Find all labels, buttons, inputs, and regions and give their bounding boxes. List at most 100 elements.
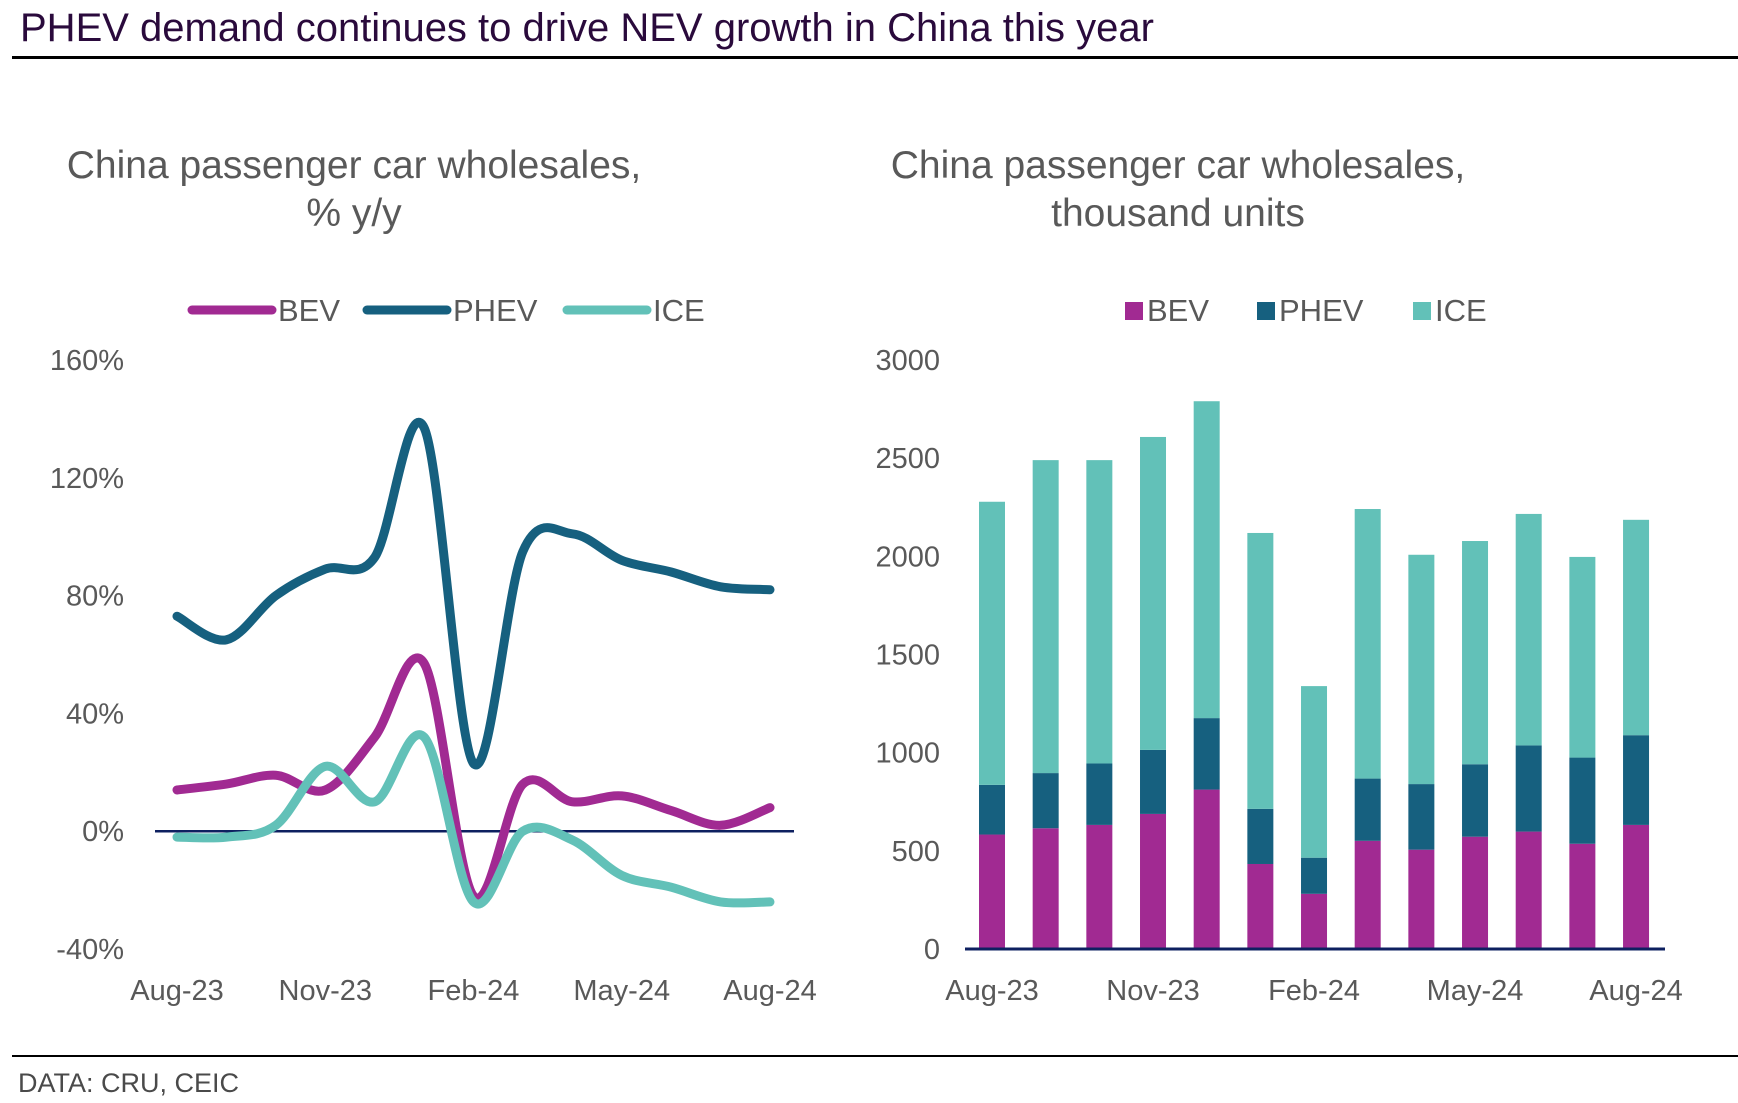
bar-segment-ice [1086, 460, 1113, 764]
bar-segment-phev [1247, 808, 1274, 864]
bar-stack [1301, 686, 1328, 949]
bar-stack [1462, 541, 1489, 949]
y-tick-label: 1500 [875, 640, 940, 672]
bar-segment-bev [1247, 863, 1274, 949]
bar-segment-phev [1140, 749, 1167, 814]
legend-label: PHEV [1279, 293, 1364, 328]
bar-stack [1569, 556, 1596, 949]
bar-segment-ice [1569, 556, 1596, 758]
line-chart-series [172, 418, 775, 909]
bar-chart-legend: BEV PHEV ICE [1125, 293, 1487, 328]
bar-segment-ice [1247, 532, 1274, 809]
bar-stack [1086, 460, 1113, 949]
y-tick-label: 2000 [875, 541, 940, 573]
x-tick-label: May-24 [573, 975, 670, 1007]
bar-chart-units: China passenger car wholesales, thousand… [875, 144, 1682, 1007]
line-chart-yoy: China passenger car wholesales, % y/y BE… [50, 144, 817, 1007]
bar-segment-bev [1354, 840, 1381, 949]
bar-stack [979, 501, 1005, 949]
bar-segment-phev [1623, 735, 1650, 825]
line-chart-y-axis: 160% 120% 80% 40% 0% -40% [50, 345, 124, 966]
bar-segment-phev [1354, 778, 1381, 841]
y-tick-label: 40% [66, 698, 124, 730]
x-tick-label: Nov-23 [279, 975, 373, 1007]
line-chart-legend: BEV PHEV ICE [187, 293, 705, 328]
bar-segment-bev [1569, 843, 1596, 949]
y-tick-label: 0 [924, 934, 940, 966]
bar-segment-phev [1301, 857, 1328, 894]
bar-stack [1354, 509, 1381, 949]
bar-segment-phev [979, 784, 1005, 835]
legend-label: ICE [1435, 293, 1487, 328]
bar-segment-phev [1408, 784, 1435, 850]
legend-swatch-ice [1413, 302, 1431, 320]
y-tick-label: 160% [50, 345, 124, 377]
bar-segment-phev [1032, 773, 1059, 829]
footer-divider [12, 1055, 1738, 1057]
bar-chart-x-axis: Aug-23 Nov-23 Feb-24 May-24 Aug-24 [945, 975, 1683, 1007]
y-tick-label: 500 [892, 836, 940, 868]
y-tick-label: -40% [56, 934, 124, 966]
legend-item-ice: ICE [562, 293, 705, 328]
bar-stack [1140, 436, 1167, 949]
line-chart-title-line2: % y/y [306, 192, 402, 235]
series-line-bev [172, 653, 775, 903]
bar-segment-bev [1140, 813, 1167, 949]
legend-label: BEV [278, 293, 340, 328]
page-title: PHEV demand continues to drive NEV growt… [20, 6, 1154, 50]
line-chart-title-line1: China passenger car wholesales, [67, 144, 642, 187]
bar-segment-ice [1408, 554, 1435, 785]
legend-item-bev: BEV [1125, 293, 1209, 328]
bar-segment-phev [1569, 757, 1596, 844]
legend-swatch-bev [1125, 302, 1143, 320]
bar-segment-bev [1193, 789, 1220, 949]
x-tick-label: Aug-24 [723, 975, 817, 1007]
bar-segment-bev [1462, 836, 1489, 949]
bar-segment-phev [1515, 745, 1542, 832]
legend-label: ICE [653, 293, 705, 328]
bar-stack [1623, 519, 1650, 949]
source-note: DATA: CRU, CEIC [18, 1068, 240, 1098]
bar-segment-phev [1086, 763, 1113, 825]
bar-stack [1193, 401, 1220, 949]
series-line-ice [172, 730, 775, 909]
bar-stack [1408, 554, 1435, 949]
bar-segment-bev [1408, 849, 1435, 949]
y-tick-label: 3000 [875, 345, 940, 377]
legend-item-ice: ICE [1413, 293, 1487, 328]
bar-chart-title-line2: thousand units [1051, 192, 1305, 235]
bar-segment-bev [1515, 831, 1542, 949]
bar-segment-ice [1462, 541, 1489, 765]
legend-label: PHEV [453, 293, 538, 328]
x-tick-label: Aug-23 [945, 975, 1039, 1007]
y-tick-label: 2500 [875, 443, 940, 475]
x-tick-label: Nov-23 [1106, 975, 1200, 1007]
bar-segment-bev [1301, 893, 1328, 949]
x-tick-label: Aug-23 [130, 975, 224, 1007]
bar-stack [1032, 460, 1059, 949]
bar-segment-ice [1301, 686, 1328, 858]
legend-label: BEV [1147, 293, 1209, 328]
x-tick-label: Feb-24 [1268, 975, 1360, 1007]
bar-segment-bev [979, 834, 1005, 949]
line-chart-x-axis: Aug-23 Nov-23 Feb-24 May-24 Aug-24 [130, 975, 817, 1007]
bar-segment-phev [1462, 764, 1489, 837]
bar-segment-ice [1354, 509, 1381, 779]
x-tick-label: Aug-24 [1589, 975, 1683, 1007]
bar-segment-ice [979, 501, 1005, 785]
legend-item-phev: PHEV [362, 293, 538, 328]
bar-segment-ice [1193, 401, 1220, 719]
y-tick-label: 120% [50, 463, 124, 495]
bar-segment-ice [1140, 436, 1167, 750]
bar-segment-ice [1623, 519, 1650, 736]
series-line-phev [172, 418, 775, 770]
y-tick-label: 80% [66, 581, 124, 613]
bar-chart-bars [979, 401, 1650, 949]
bar-segment-phev [1193, 718, 1220, 790]
bar-segment-ice [1515, 513, 1542, 746]
legend-swatch-phev [1257, 302, 1275, 320]
legend-item-bev: BEV [187, 293, 340, 328]
bar-chart-y-axis: 3000 2500 2000 1500 1000 500 0 [875, 345, 940, 966]
bar-segment-bev [1032, 828, 1059, 949]
